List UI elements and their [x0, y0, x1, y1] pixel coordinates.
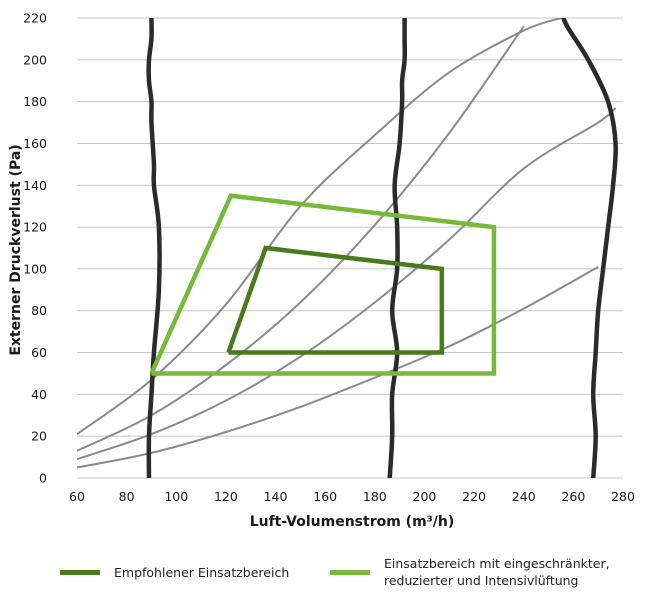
fan-curves	[146, 18, 618, 478]
legend-item-recommended: Empfohlener Einsatzbereich	[60, 552, 289, 592]
y-tick-label: 40	[31, 387, 47, 402]
system-curve	[77, 107, 617, 461]
x-tick-labels: 60 80 100 120 140 160 180 200 220 240 260 280	[69, 489, 635, 504]
y-tick-label: 20	[31, 429, 47, 444]
y-tick-label: 120	[23, 220, 47, 235]
x-tick-label: 80	[119, 489, 135, 504]
y-tick-labels: 0 20 40 60 80 100 120 140 160 180 200 220	[23, 11, 47, 486]
x-tick-label: 100	[164, 489, 188, 504]
y-tick-label: 140	[23, 178, 47, 193]
x-tick-label: 200	[413, 489, 437, 504]
grid-lines	[77, 17, 623, 479]
y-axis-title: Externer Druckverlust (Pa)	[8, 144, 24, 355]
operating-range-extended	[149, 193, 497, 376]
x-tick-label: 140	[264, 489, 288, 504]
legend-swatch-extended	[330, 569, 370, 575]
fan-curve	[561, 18, 618, 478]
y-tick-label: 180	[23, 94, 47, 109]
fan-curve	[387, 18, 408, 478]
x-tick-label: 60	[69, 489, 85, 504]
chart-plot: 0 20 40 60 80 100 120 140 160 180 200 220 60 80 100 12…	[8, 11, 635, 531]
y-tick-label: 200	[23, 52, 47, 67]
y-tick-label: 60	[31, 345, 47, 360]
y-tick-label: 80	[31, 303, 47, 318]
legend-item-extended: Einsatzbereich mit eingeschränkter, redu…	[330, 552, 644, 592]
x-tick-label: 180	[363, 489, 387, 504]
operating-ranges	[149, 193, 497, 376]
x-tick-label: 260	[561, 489, 585, 504]
legend-label-recommended: Empfohlener Einsatzbereich	[114, 564, 290, 580]
fan-curve	[146, 18, 162, 478]
x-axis-title: Luft-Volumenstrom (m³/h)	[250, 514, 455, 530]
x-tick-label: 280	[611, 489, 635, 504]
y-tick-label: 160	[23, 136, 47, 151]
y-tick-label: 100	[23, 261, 47, 276]
operating-range-recommended	[226, 245, 445, 355]
legend-label-extended: Einsatzbereich mit eingeschränkter, redu…	[384, 556, 610, 588]
y-tick-label: 0	[39, 471, 47, 486]
y-tick-label: 220	[23, 11, 47, 26]
x-tick-label: 220	[462, 489, 486, 504]
system-curve	[77, 265, 599, 469]
x-tick-label: 120	[214, 489, 238, 504]
x-tick-label: 240	[512, 489, 536, 504]
x-tick-label: 160	[313, 489, 337, 504]
legend-swatch-recommended	[60, 569, 100, 575]
